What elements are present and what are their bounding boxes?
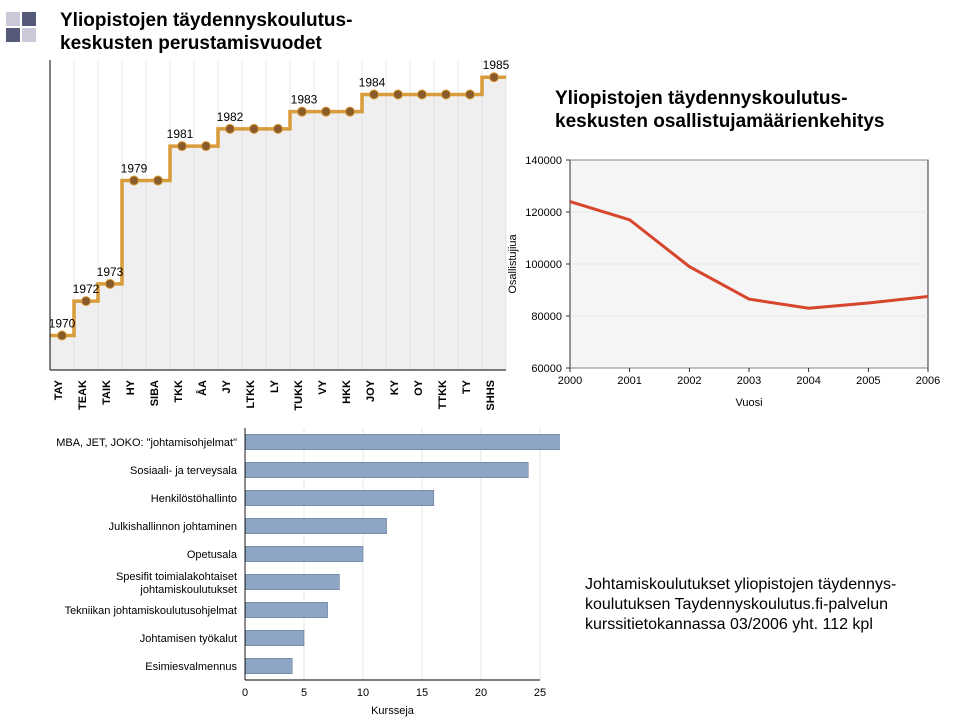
- svg-text:johtamiskoulutukset: johtamiskoulutukset: [139, 584, 237, 596]
- svg-text:HY: HY: [125, 379, 137, 395]
- svg-text:1979: 1979: [121, 162, 148, 176]
- svg-text:Johtamisen työkalut: Johtamisen työkalut: [140, 633, 237, 645]
- svg-text:60000: 60000: [531, 363, 562, 375]
- svg-text:TY: TY: [461, 379, 473, 394]
- svg-text:1983: 1983: [291, 93, 318, 107]
- svg-text:Sosiaali- ja terveysala: Sosiaali- ja terveysala: [130, 465, 238, 477]
- svg-text:Vuosi: Vuosi: [735, 397, 762, 409]
- svg-text:0: 0: [242, 687, 248, 699]
- chart-founding-years: 1970 1972 1973 1979 1981 1982 1983 1984 1985 TAY T…: [18, 30, 518, 430]
- heading-right: Yliopistojen täydennyskoulutus- keskuste…: [555, 88, 885, 134]
- svg-text:OY: OY: [413, 379, 425, 396]
- heading-left-line1: Yliopistojen täydennyskoulutus-: [60, 10, 352, 31]
- svg-text:TUKK: TUKK: [293, 380, 305, 411]
- svg-text:1981: 1981: [167, 127, 194, 141]
- svg-text:SIBA: SIBA: [149, 380, 161, 406]
- svg-text:KY: KY: [389, 379, 401, 395]
- svg-text:2003: 2003: [737, 375, 761, 387]
- svg-text:VY: VY: [317, 379, 329, 394]
- svg-text:TAIK: TAIK: [101, 380, 113, 405]
- svg-text:Esimiesvalmennus: Esimiesvalmennus: [145, 661, 237, 673]
- svg-text:TAY: TAY: [53, 379, 65, 400]
- svg-text:Henkilöstöhallinto: Henkilöstöhallinto: [151, 493, 237, 505]
- caption-bottom: Johtamiskoulutukset yliopistojen täydenn…: [585, 575, 945, 635]
- svg-text:LTKK: LTKK: [245, 380, 257, 409]
- svg-text:JY: JY: [221, 379, 233, 393]
- svg-text:2005: 2005: [856, 375, 880, 387]
- svg-text:1973: 1973: [97, 265, 124, 279]
- svg-text:Spesifit toimialakohtaiset: Spesifit toimialakohtaiset: [116, 571, 237, 583]
- svg-text:TTKK: TTKK: [437, 380, 449, 409]
- chart-courses: 0 5 10 15 20 25 MBA, JET, JOKO: "johtamisohjel…: [20, 420, 560, 720]
- svg-text:Tekniikan johtamiskoulutusohje: Tekniikan johtamiskoulutusohjelmat: [65, 605, 237, 617]
- svg-text:MBA, JET, JOKO: "johtamisohjel: MBA, JET, JOKO: "johtamisohjelmat": [56, 437, 237, 449]
- svg-text:Julkishallinnon johtaminen: Julkishallinnon johtaminen: [109, 521, 237, 533]
- svg-text:20: 20: [475, 687, 487, 699]
- svg-text:80000: 80000: [531, 311, 562, 323]
- heading-right-line2: keskusten osallistujamäärienkehitys: [555, 111, 885, 132]
- svg-text:2000: 2000: [558, 375, 582, 387]
- svg-text:Opetusala: Opetusala: [187, 549, 238, 561]
- svg-text:TEAK: TEAK: [77, 380, 89, 410]
- heading-right-line1: Yliopistojen täydennyskoulutus-: [555, 88, 847, 109]
- svg-text:120000: 120000: [525, 207, 562, 219]
- svg-text:HKK: HKK: [341, 380, 353, 404]
- svg-text:TKK: TKK: [173, 380, 185, 403]
- svg-text:LY: LY: [269, 379, 281, 393]
- svg-text:2006: 2006: [916, 375, 940, 387]
- svg-text:Kursseja: Kursseja: [371, 705, 415, 717]
- svg-text:140000: 140000: [525, 155, 562, 167]
- svg-text:1970: 1970: [49, 317, 76, 331]
- svg-text:1985: 1985: [483, 58, 510, 72]
- chart-participants: 60000 80000 100000 120000 140000 2000 2001 2002…: [500, 150, 940, 410]
- svg-text:1982: 1982: [217, 110, 244, 124]
- svg-text:25: 25: [534, 687, 546, 699]
- svg-text:1972: 1972: [73, 282, 100, 296]
- svg-text:Osallistujiua: Osallistujiua: [507, 233, 519, 293]
- svg-text:10: 10: [357, 687, 369, 699]
- svg-text:JOY: JOY: [365, 379, 377, 402]
- svg-text:2002: 2002: [677, 375, 701, 387]
- svg-text:2001: 2001: [617, 375, 641, 387]
- svg-text:1984: 1984: [359, 75, 386, 89]
- svg-text:2004: 2004: [796, 375, 820, 387]
- svg-text:5: 5: [301, 687, 307, 699]
- svg-text:15: 15: [416, 687, 428, 699]
- svg-text:SHHS: SHHS: [485, 380, 497, 411]
- svg-text:100000: 100000: [525, 259, 562, 271]
- svg-text:ÅA: ÅA: [196, 380, 209, 396]
